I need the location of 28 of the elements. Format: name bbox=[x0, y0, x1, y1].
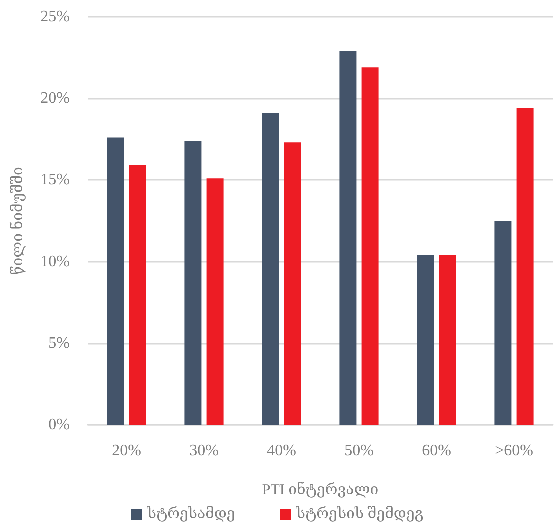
y-tick-label: 25% bbox=[40, 8, 70, 26]
bar bbox=[417, 255, 434, 425]
legend-label: სტრესის შემდეგ bbox=[295, 506, 424, 522]
y-tick-label: 20% bbox=[40, 90, 70, 108]
bar bbox=[107, 138, 124, 425]
bar bbox=[362, 68, 379, 425]
y-axis-title: წილი ნიმუშში bbox=[10, 167, 26, 275]
x-tick-label: 20% bbox=[112, 442, 142, 460]
y-tick-label: 15% bbox=[40, 172, 70, 189]
x-tick-label: 40% bbox=[267, 442, 296, 460]
x-tick-label: 30% bbox=[190, 442, 219, 460]
bar bbox=[129, 166, 146, 425]
bar bbox=[206, 178, 224, 425]
bar bbox=[340, 51, 357, 425]
bar bbox=[439, 255, 456, 425]
legend-label: სტრესამდე bbox=[146, 506, 236, 522]
x-tick-label: 50% bbox=[344, 442, 374, 460]
bar bbox=[516, 108, 534, 425]
x-axis-title: PTI ინტერვალი bbox=[262, 482, 379, 498]
y-tick-label: 5% bbox=[48, 334, 70, 352]
bar bbox=[494, 221, 512, 425]
bar bbox=[284, 142, 302, 425]
y-tick-label: 10% bbox=[40, 253, 70, 270]
x-tick-label: >60% bbox=[495, 442, 534, 460]
x-tick-label: 60% bbox=[422, 442, 452, 460]
bar bbox=[184, 141, 202, 425]
bar bbox=[262, 113, 280, 425]
y-tick-label: 0% bbox=[48, 416, 70, 434]
